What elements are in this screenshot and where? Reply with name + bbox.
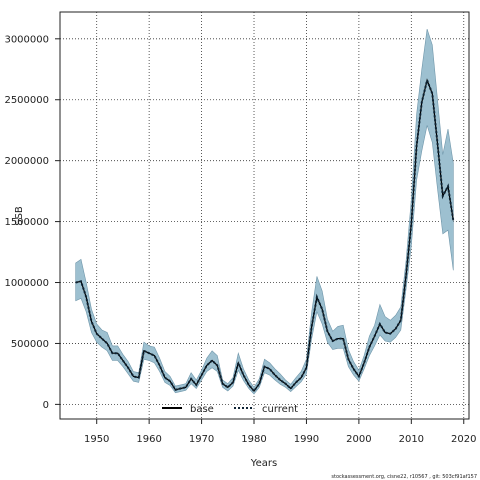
x-tick-label: 1950	[84, 434, 109, 445]
y-tick-label: 500000	[11, 339, 49, 350]
grid	[60, 12, 469, 419]
x-axis: 1950 1960 1970 1980 1990 2000 2010 2020	[84, 419, 476, 445]
y-axis: 0 500000 1000000 1500000 2000000 2500000 30000…	[4, 34, 60, 411]
plot-background	[60, 12, 469, 419]
series-current-line	[75, 76, 455, 393]
x-tick-label: 1960	[136, 434, 161, 445]
x-tick-label: 2000	[346, 434, 371, 445]
y-tick-label: 1000000	[4, 278, 49, 289]
x-axis-title: Years	[250, 458, 277, 469]
plot-frame	[59, 11, 470, 420]
legend-label-current: current	[262, 404, 298, 415]
confidence-band	[75, 29, 454, 395]
legend: base current	[162, 404, 298, 415]
y-tick-label: 2500000	[4, 95, 49, 106]
y-axis-title: SSB	[14, 206, 25, 226]
y-tick-label: 1500000	[4, 217, 49, 228]
legend-label-base: base	[190, 404, 214, 415]
footer-note: stockassessment.org, cisne22, r10567 , g…	[331, 474, 477, 480]
x-tick-label: 2010	[399, 434, 424, 445]
y-tick-label: 3000000	[4, 34, 49, 45]
x-tick-label: 1970	[189, 434, 214, 445]
x-tick-label: 1990	[294, 434, 319, 445]
x-tick-label: 1980	[241, 434, 266, 445]
y-tick-label: 0	[43, 400, 49, 411]
x-tick-label: 2020	[451, 434, 476, 445]
y-tick-label: 2000000	[4, 156, 49, 167]
